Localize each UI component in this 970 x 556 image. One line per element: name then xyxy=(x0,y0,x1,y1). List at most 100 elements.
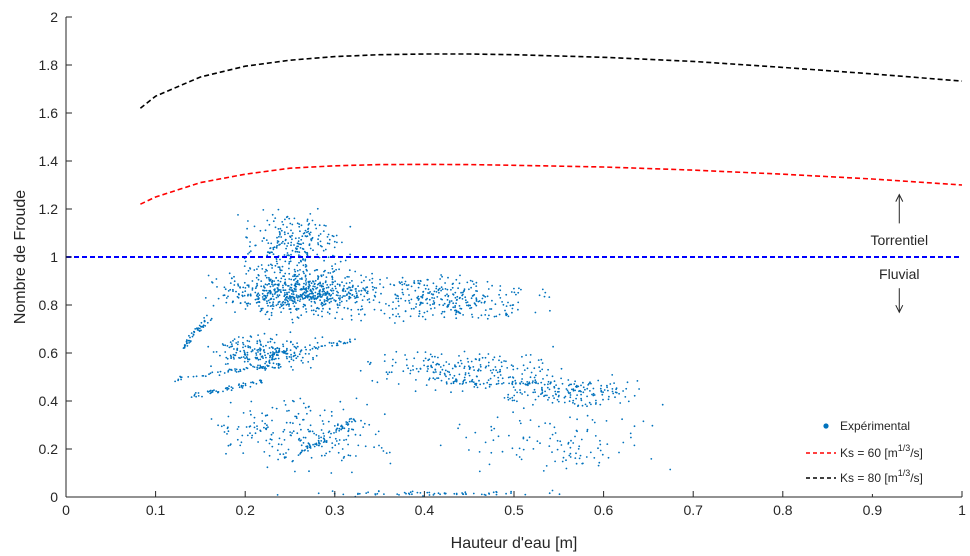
y-tick-label: 0.8 xyxy=(39,297,59,313)
scatter-point xyxy=(306,294,309,297)
scatter-point xyxy=(650,458,653,460)
scatter-point xyxy=(526,394,529,397)
scatter-point xyxy=(292,302,295,305)
scatter-point xyxy=(276,242,279,244)
scatter-point xyxy=(477,369,480,372)
scatter-point xyxy=(401,288,404,291)
scatter-point xyxy=(295,309,298,311)
scatter-point xyxy=(431,366,433,369)
scatter-point xyxy=(599,439,601,442)
scatter-point xyxy=(453,492,456,495)
scatter-point xyxy=(289,311,292,314)
scatter-point xyxy=(296,355,299,358)
scatter-point xyxy=(309,273,311,276)
scatter-point xyxy=(276,244,278,247)
scatter-point xyxy=(374,493,377,496)
scatter-point xyxy=(449,373,451,376)
scatter-point xyxy=(359,308,362,311)
scatter-point xyxy=(520,288,522,291)
scatter-point xyxy=(329,294,332,297)
scatter-point xyxy=(220,425,223,428)
scatter-point xyxy=(195,395,198,398)
scatter-point xyxy=(242,341,244,344)
scatter-point xyxy=(310,305,313,307)
scatter-point xyxy=(346,275,349,278)
scatter-point xyxy=(398,305,400,307)
scatter-point xyxy=(314,295,317,297)
scatter-point xyxy=(567,379,570,381)
scatter-point xyxy=(243,265,246,267)
scatter-point xyxy=(232,290,234,292)
scatter-point xyxy=(271,406,274,409)
scatter-point xyxy=(342,290,345,292)
scatter-point xyxy=(277,357,280,360)
scatter-point xyxy=(509,376,512,378)
scatter-point xyxy=(435,287,438,290)
scatter-point xyxy=(468,365,470,368)
scatter-point xyxy=(456,295,459,298)
scatter-point xyxy=(505,305,508,307)
scatter-point xyxy=(185,340,188,343)
scatter-point xyxy=(323,259,325,262)
scatter-point xyxy=(203,317,206,319)
scatter-point xyxy=(251,381,254,384)
scatter-point xyxy=(410,307,413,310)
scatter-point xyxy=(563,401,566,404)
scatter-point xyxy=(471,316,474,318)
scatter-point xyxy=(490,451,493,454)
scatter-point xyxy=(262,237,265,240)
scatter-point xyxy=(319,244,322,247)
scatter-point xyxy=(193,330,196,333)
scatter-point xyxy=(320,436,322,439)
scatter-point xyxy=(581,462,584,465)
scatter-point xyxy=(377,490,380,493)
scatter-point xyxy=(577,448,580,450)
scatter-point xyxy=(309,289,312,292)
scatter-point xyxy=(263,287,266,289)
scatter-point xyxy=(290,289,293,292)
curve-lines xyxy=(66,53,963,258)
scatter-point xyxy=(391,364,394,367)
scatter-point xyxy=(511,396,514,399)
scatter-point xyxy=(293,351,296,354)
scatter-point xyxy=(303,294,306,297)
scatter-point xyxy=(484,300,486,303)
scatter-point xyxy=(202,325,204,328)
scatter-point xyxy=(415,306,417,308)
scatter-point xyxy=(291,399,294,402)
scatter-point xyxy=(310,309,313,312)
scatter-point xyxy=(366,299,369,301)
scatter-point xyxy=(477,317,480,319)
scatter-point xyxy=(239,370,242,372)
scatter-point xyxy=(534,374,537,377)
scatter-point xyxy=(484,296,487,298)
scatter-point xyxy=(546,386,549,389)
scatter-point xyxy=(307,295,310,298)
scatter-point xyxy=(272,362,275,365)
scatter-point xyxy=(627,400,630,403)
scatter-point xyxy=(318,307,320,310)
scatter-point xyxy=(188,342,191,344)
scatter-point xyxy=(438,303,441,306)
scatter-point xyxy=(442,364,445,367)
scatter-point xyxy=(626,381,629,384)
scatter-point xyxy=(300,444,303,447)
scatter-point xyxy=(209,319,212,322)
scatter-point xyxy=(394,361,397,364)
scatter-point xyxy=(259,310,262,313)
scatter-point xyxy=(394,322,396,324)
scatter-point xyxy=(405,358,408,361)
scatter-point xyxy=(341,281,343,284)
scatter-point xyxy=(270,438,273,441)
scatter-point xyxy=(306,445,309,447)
scatter-point xyxy=(265,439,268,442)
scatter-point xyxy=(275,258,278,261)
scatter-point xyxy=(284,260,287,263)
scatter-point xyxy=(229,288,232,291)
scatter-point xyxy=(397,295,399,297)
legend-label-experimental: Expérimental xyxy=(840,419,910,433)
scatter-point xyxy=(476,386,479,389)
scatter-point xyxy=(287,285,289,287)
scatter-point xyxy=(263,351,266,354)
scatter-point xyxy=(377,430,380,433)
